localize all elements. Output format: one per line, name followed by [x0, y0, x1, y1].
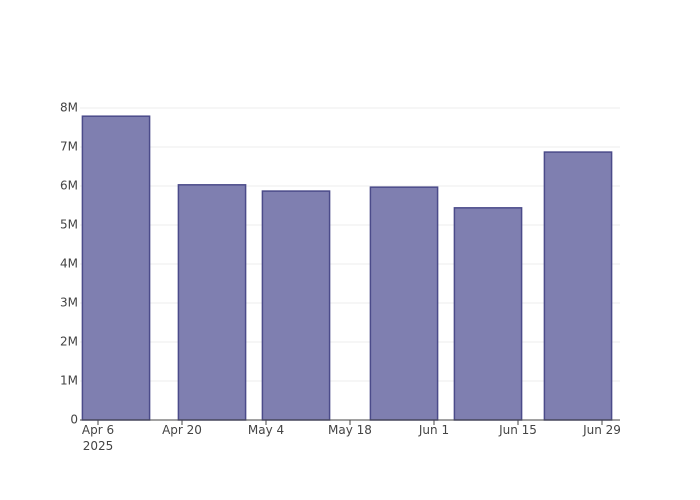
y-tick-label: 4M: [60, 257, 78, 271]
bar: [453, 207, 523, 421]
bar: [369, 186, 439, 421]
x-tick-label: Jun 29: [582, 423, 621, 437]
y-tick-label: 1M: [60, 374, 78, 388]
x-tick-label: Apr 20: [162, 423, 202, 437]
bar: [543, 151, 613, 421]
x-tick-label: Jun 1: [418, 423, 449, 437]
bar: [177, 184, 247, 421]
x-tick-label: Jun 15: [498, 423, 537, 437]
y-tick-label: 3M: [60, 296, 78, 310]
x-tick-label: May 18: [328, 423, 372, 437]
y-tick-label: 8M: [60, 101, 78, 115]
y-tick-label: 7M: [60, 140, 78, 154]
y-tick-label: 6M: [60, 179, 78, 193]
y-tick-label: 5M: [60, 218, 78, 232]
y-tick-label: 2M: [60, 335, 78, 349]
bar: [81, 115, 151, 421]
bar: [261, 190, 331, 421]
y-tick-label: 0: [70, 413, 78, 427]
x-tick-label: Apr 6 2025: [82, 423, 114, 453]
x-tick-label: May 4: [248, 423, 284, 437]
